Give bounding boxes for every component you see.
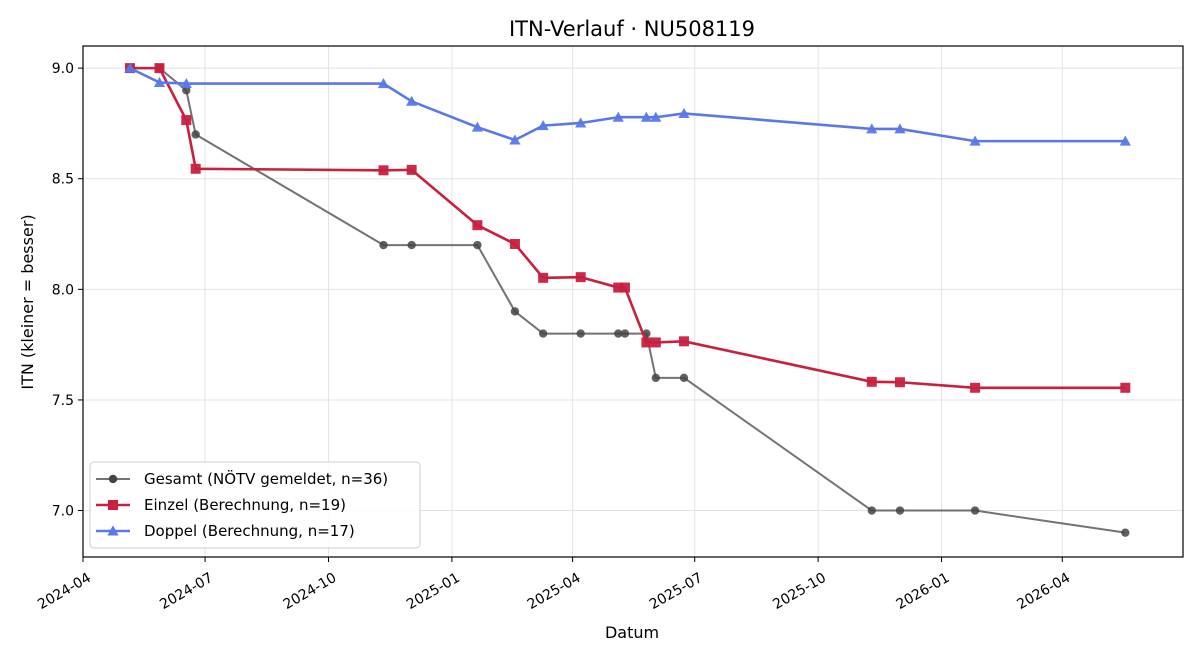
- data-point-einzel: [619, 282, 630, 293]
- x-tick-label: 2026-01: [894, 570, 953, 613]
- x-tick-label: 2024-10: [281, 570, 340, 613]
- data-point-einzel: [575, 272, 586, 283]
- data-point-einzel: [894, 377, 905, 388]
- data-point-doppel: [406, 95, 418, 106]
- data-point-einzel: [866, 376, 877, 387]
- legend-box: [89, 461, 421, 549]
- data-point-gesamt: [970, 506, 980, 515]
- legend-label: Einzel (Berechnung, n=19): [144, 496, 346, 514]
- data-point-einzel: [406, 164, 417, 175]
- legend-item-einzel: Einzel (Berechnung, n=19): [96, 496, 346, 514]
- data-point-gesamt: [510, 307, 520, 316]
- x-tick-label: 2024-04: [35, 570, 94, 613]
- x-tick-label: 2025-10: [770, 570, 829, 613]
- data-point-doppel: [124, 62, 136, 73]
- data-point-einzel: [970, 382, 981, 393]
- data-point-gesamt: [895, 506, 905, 515]
- data-point-einzel: [509, 238, 520, 249]
- legend-marker-doppel: [107, 525, 119, 536]
- data-point-einzel: [613, 282, 624, 293]
- data-point-doppel: [180, 78, 192, 89]
- data-point-gesamt: [614, 329, 623, 338]
- series-einzel: [124, 63, 1131, 393]
- data-point-einzel: [190, 163, 201, 174]
- data-point-einzel: [650, 337, 661, 348]
- data-point-einzel: [538, 272, 549, 283]
- x-tick-label: 2025-07: [647, 570, 706, 613]
- y-tick-label: 9.0: [52, 61, 74, 77]
- data-point-einzel: [154, 63, 165, 74]
- data-point-doppel: [866, 123, 878, 134]
- y-axis-title: ITN (kleiner = besser): [18, 214, 37, 389]
- data-point-doppel: [575, 117, 587, 128]
- y-tick-label: 7.5: [52, 393, 74, 409]
- legend-item-gesamt: Gesamt (NÖTV gemeldet, n=36): [96, 469, 388, 488]
- data-point-doppel: [1119, 135, 1131, 146]
- x-tick-label: 2026-04: [1014, 570, 1073, 613]
- legend-marker-einzel: [108, 500, 118, 510]
- data-point-gesamt: [867, 506, 876, 515]
- data-point-einzel: [181, 115, 192, 126]
- x-axis-title: Datum: [605, 623, 659, 642]
- data-point-doppel: [612, 111, 624, 122]
- plot-frame: [82, 45, 1184, 558]
- data-point-doppel: [894, 123, 906, 134]
- data-point-doppel: [537, 120, 549, 131]
- data-point-gesamt: [182, 86, 191, 95]
- data-point-einzel: [641, 337, 652, 348]
- data-point-gesamt: [1121, 528, 1130, 537]
- data-point-doppel: [509, 134, 521, 145]
- legend-label: Doppel (Berechnung, n=17): [144, 522, 355, 540]
- data-point-gesamt: [576, 329, 585, 338]
- grid-lines: [82, 46, 1183, 557]
- legend-label: Gesamt (NÖTV gemeldet, n=36): [144, 469, 388, 488]
- data-point-gesamt: [407, 240, 416, 250]
- x-tick-label: 2024-07: [157, 570, 216, 613]
- data-point-doppel: [153, 76, 166, 87]
- legend-item-doppel: Doppel (Berechnung, n=17): [96, 522, 355, 540]
- data-point-doppel: [678, 107, 690, 118]
- data-point-einzel: [472, 220, 483, 231]
- data-point-doppel: [650, 111, 662, 122]
- data-point-doppel: [969, 135, 981, 146]
- data-point-gesamt: [379, 240, 388, 250]
- x-tick-label: 2025-01: [404, 570, 463, 613]
- data-point-doppel: [377, 78, 390, 89]
- series-doppel: [124, 62, 1131, 146]
- data-point-einzel: [678, 336, 689, 347]
- x-tick-label: 2025-04: [525, 570, 584, 613]
- y-tick-label: 7.0: [52, 504, 74, 520]
- y-tick-label: 8.5: [52, 172, 74, 188]
- data-point-gesamt: [620, 329, 630, 338]
- data-point-gesamt: [538, 329, 548, 338]
- series-gesamt: [125, 63, 1130, 537]
- data-point-gesamt: [473, 240, 482, 250]
- data-point-doppel: [471, 121, 483, 132]
- data-point-gesamt: [191, 130, 200, 139]
- data-point-einzel: [1120, 382, 1131, 393]
- series-line-doppel: [129, 66, 1126, 143]
- series-layer: [124, 62, 1131, 537]
- data-point-gesamt: [651, 373, 661, 383]
- chart-title: ITN-Verlauf · NU508119: [509, 17, 755, 41]
- legend: Gesamt (NÖTV gemeldet, n=36) Einzel (Bere…: [89, 461, 421, 549]
- y-tick-label: 8.0: [52, 282, 74, 298]
- data-point-einzel: [378, 165, 389, 176]
- data-point-gesamt: [679, 373, 689, 383]
- data-point-doppel: [640, 111, 653, 122]
- legend-marker-gesamt: [108, 474, 118, 484]
